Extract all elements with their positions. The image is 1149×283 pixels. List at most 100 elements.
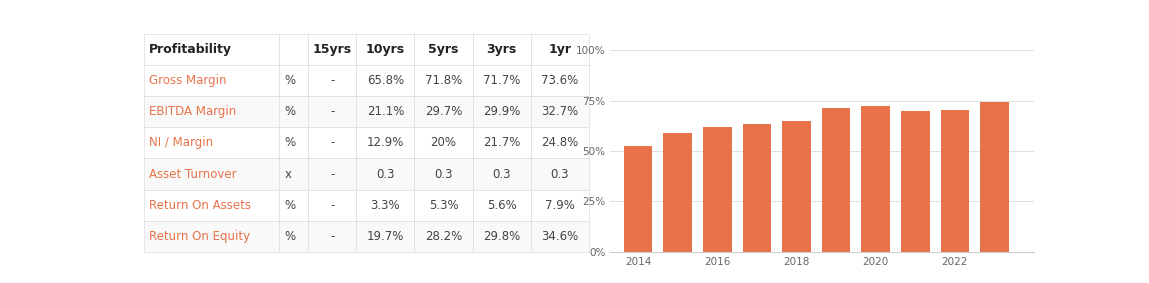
Text: 5.6%: 5.6% [487, 199, 516, 212]
Bar [703, 127, 732, 252]
Text: 71.8%: 71.8% [425, 74, 462, 87]
Text: 20%: 20% [431, 136, 456, 149]
Bar [531, 34, 588, 65]
Text: 3yrs: 3yrs [486, 43, 517, 56]
Text: 15yrs: 15yrs [313, 43, 352, 56]
Bar [356, 34, 415, 65]
Bar [472, 221, 531, 252]
Bar [356, 127, 415, 158]
Text: 73.6%: 73.6% [541, 74, 578, 87]
Text: 28.2%: 28.2% [425, 230, 462, 243]
Bar [822, 108, 850, 252]
Text: 5yrs: 5yrs [429, 43, 458, 56]
Text: -: - [330, 136, 334, 149]
Text: Asset Turnover: Asset Turnover [149, 168, 237, 181]
Text: %: % [285, 199, 295, 212]
Bar [472, 190, 531, 221]
Bar [663, 133, 692, 252]
Text: 1yr: 1yr [548, 43, 571, 56]
Bar [144, 158, 279, 190]
Bar [624, 146, 653, 252]
Text: 5.3%: 5.3% [429, 199, 458, 212]
Bar [308, 158, 356, 190]
Bar [279, 65, 308, 96]
Text: 3.3%: 3.3% [371, 199, 400, 212]
Bar [308, 190, 356, 221]
Bar [472, 65, 531, 96]
Bar [308, 34, 356, 65]
Bar [531, 190, 588, 221]
Text: 0.3: 0.3 [492, 168, 511, 181]
Text: x: x [285, 168, 292, 181]
Bar [531, 96, 588, 127]
Text: Return On Assets: Return On Assets [149, 199, 250, 212]
Bar [472, 96, 531, 127]
Bar [279, 190, 308, 221]
Text: 21.1%: 21.1% [367, 105, 404, 118]
Text: 65.8%: 65.8% [367, 74, 404, 87]
Bar [782, 121, 811, 252]
Bar [144, 221, 279, 252]
Text: 24.8%: 24.8% [541, 136, 578, 149]
Text: 32.7%: 32.7% [541, 105, 578, 118]
Text: 10yrs: 10yrs [365, 43, 404, 56]
Text: 34.6%: 34.6% [541, 230, 578, 243]
Text: -: - [330, 230, 334, 243]
Text: -: - [330, 168, 334, 181]
Bar [415, 96, 472, 127]
Bar [531, 127, 588, 158]
Bar [472, 158, 531, 190]
Bar [901, 111, 930, 252]
Bar [415, 34, 472, 65]
Bar [415, 127, 472, 158]
Bar [308, 221, 356, 252]
Text: NI / Margin: NI / Margin [149, 136, 213, 149]
Bar [308, 65, 356, 96]
Bar [415, 158, 472, 190]
Text: Profitability: Profitability [149, 43, 232, 56]
Text: %: % [285, 136, 295, 149]
Text: %: % [285, 230, 295, 243]
Bar [356, 96, 415, 127]
Text: 12.9%: 12.9% [367, 136, 404, 149]
Bar [742, 124, 771, 252]
Text: 29.7%: 29.7% [425, 105, 462, 118]
Bar [144, 127, 279, 158]
Text: 71.7%: 71.7% [483, 74, 520, 87]
Bar [279, 96, 308, 127]
Text: EBITDA Margin: EBITDA Margin [149, 105, 237, 118]
Text: %: % [285, 105, 295, 118]
Bar [279, 221, 308, 252]
Text: Gross Margin: Gross Margin [149, 74, 226, 87]
Bar [279, 127, 308, 158]
Text: 0.3: 0.3 [434, 168, 453, 181]
Bar [144, 96, 279, 127]
Bar [308, 127, 356, 158]
Bar [531, 65, 588, 96]
Bar [980, 102, 1009, 252]
Bar [862, 106, 890, 252]
Text: 0.3: 0.3 [376, 168, 395, 181]
Bar [144, 65, 279, 96]
Bar [531, 158, 588, 190]
Text: %: % [285, 74, 295, 87]
Bar [308, 96, 356, 127]
Bar [941, 110, 969, 252]
Bar [279, 34, 308, 65]
Text: 7.9%: 7.9% [545, 199, 574, 212]
Text: 21.7%: 21.7% [483, 136, 520, 149]
Text: 29.9%: 29.9% [483, 105, 520, 118]
Bar [356, 158, 415, 190]
Text: Return On Equity: Return On Equity [149, 230, 250, 243]
Bar [415, 221, 472, 252]
Bar [415, 190, 472, 221]
Bar [356, 65, 415, 96]
Text: -: - [330, 105, 334, 118]
Bar [144, 190, 279, 221]
Bar [472, 127, 531, 158]
Text: -: - [330, 199, 334, 212]
Text: 0.3: 0.3 [550, 168, 569, 181]
Bar [531, 221, 588, 252]
Bar [356, 221, 415, 252]
Bar [472, 34, 531, 65]
